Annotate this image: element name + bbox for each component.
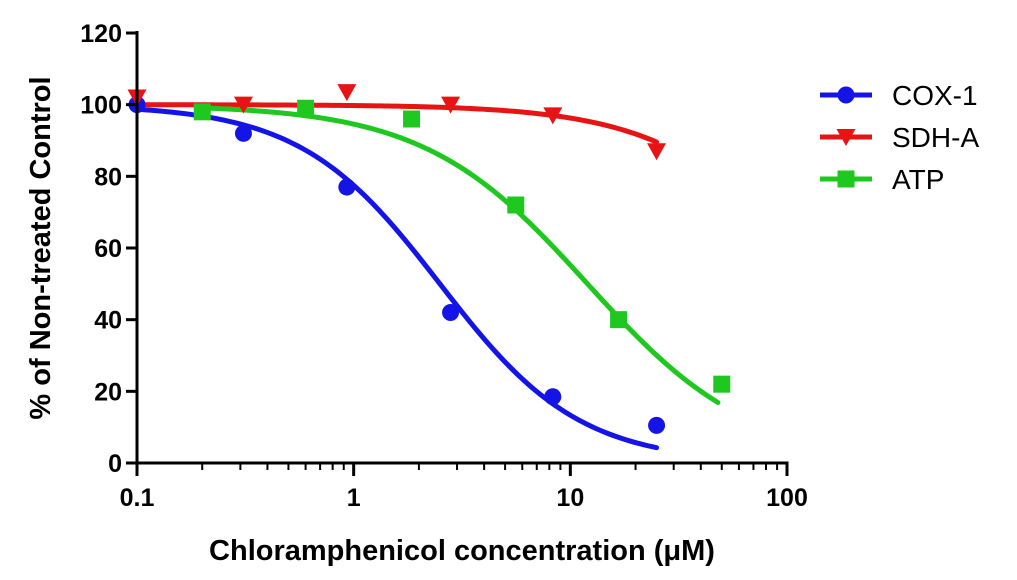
y-axis-title: % of Non-treated Control: [25, 76, 57, 419]
data-point-atp: [403, 110, 421, 128]
data-point-sdh-a: [441, 96, 461, 114]
y-tick-label: 80: [94, 163, 122, 191]
axes: 0 20 40 60 80 100 120 0.1 1 10 100: [80, 20, 808, 512]
data-point-cox-1: [648, 416, 666, 434]
x-axis-title: Chloramphenicol concentration (μM): [209, 535, 715, 567]
legend-label-atp: ATP: [892, 164, 944, 195]
x-tick-label: 1: [347, 484, 361, 512]
data-point-atp: [507, 196, 525, 214]
data-point-sdh-a: [337, 84, 357, 102]
legend-marker-atp: [837, 170, 855, 188]
legend-marker-sdh-a: [836, 129, 856, 146]
data-point-sdh-a: [233, 96, 253, 114]
data-point-atp: [193, 103, 211, 121]
legend-label-sdh-a: SDH-A: [892, 122, 979, 153]
y-tick-label: 40: [94, 307, 122, 335]
fit-curves: [134, 102, 721, 451]
data-point-cox-1: [338, 178, 356, 196]
y-tick-label: 120: [80, 20, 122, 48]
x-tick-label: 10: [556, 484, 584, 512]
x-tick-label: 100: [766, 484, 808, 512]
y-tick-label: 0: [108, 450, 122, 478]
x-tick-label: 0.1: [120, 484, 155, 512]
data-point-atp: [297, 99, 315, 117]
y-tick-label: 100: [80, 92, 122, 120]
y-tick-label: 20: [94, 378, 122, 406]
data-point-atp: [610, 311, 628, 329]
data-point-cox-1: [442, 304, 460, 321]
fit-curve-sdh-a: [134, 102, 660, 145]
fit-curve-cox-1: [134, 106, 660, 451]
legend-label-cox-1: COX-1: [892, 80, 978, 111]
data-point-cox-1: [234, 124, 252, 142]
data-point-atp: [713, 375, 731, 393]
fit-curve-atp: [199, 105, 721, 406]
y-tick-label: 60: [94, 235, 122, 263]
legend-marker-cox-1: [837, 86, 855, 104]
legend: COX-1 SDH-A ATP: [820, 80, 979, 195]
data-point-cox-1: [544, 388, 562, 406]
data-point-sdh-a: [647, 143, 667, 161]
data-point-sdh-a: [543, 107, 563, 125]
